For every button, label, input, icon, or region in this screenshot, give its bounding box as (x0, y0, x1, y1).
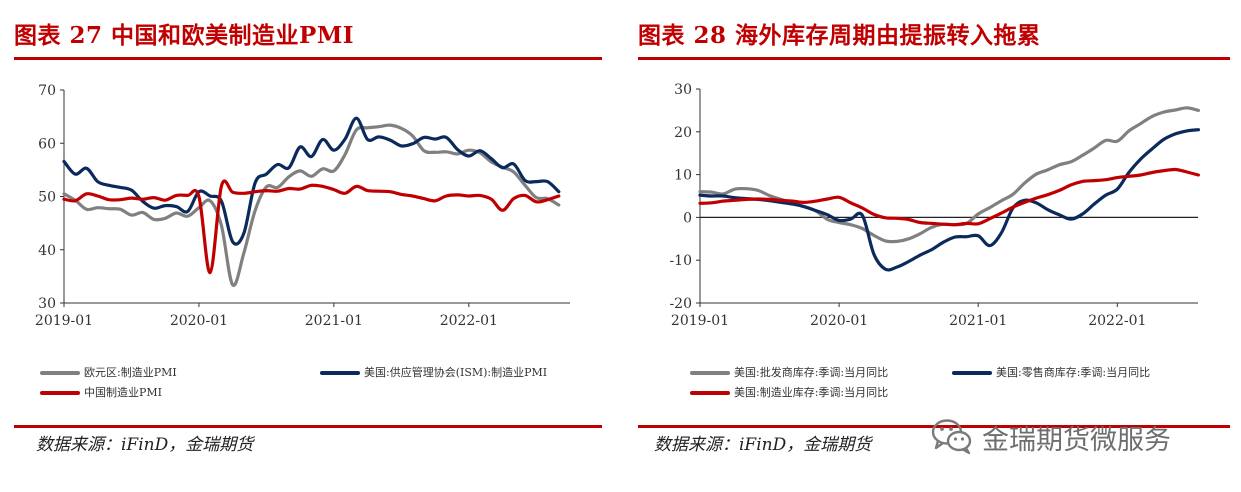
wechat-icon (931, 419, 972, 455)
right-chart-x-tick-label: 2020-01 (810, 313, 868, 329)
left-legend-label-china: 中国制造业PMI (84, 386, 163, 399)
right-chart-x-tick-label: 2021-01 (949, 313, 1007, 329)
right-legend-swatch-retail (952, 371, 992, 375)
right-legend-label-wholesale: 美国:批发商库存:季调:当月同比 (734, 366, 889, 379)
right-chart-series-line-0 (698, 106, 1200, 244)
left-title-rule (14, 57, 602, 60)
left-chart-y-tick-label: 70 (38, 83, 56, 99)
right-chart-x-tick-label: 2022-01 (1088, 313, 1146, 329)
left-chart-x-tick-label: 2020-01 (170, 313, 228, 329)
right-chart-y-tick-label: 20 (674, 125, 692, 141)
left-chart-x-tick-label: 2021-01 (305, 313, 363, 329)
right-chart-y-tick-label: 30 (674, 82, 692, 98)
right-chart-y-tick-label: -10 (669, 253, 692, 269)
left-legend-label-us: 美国:供应管理协会(ISM):制造业PMI (364, 366, 548, 379)
left-legend-label-euro: 欧元区:制造业PMI (84, 366, 177, 379)
left-chart-series-line-1 (62, 116, 561, 246)
left-chart-y-tick-label: 50 (38, 190, 56, 206)
right-legend-label-manufacturing: 美国:制造业库存:季调:当月同比 (734, 386, 889, 399)
left-source-rule (14, 425, 602, 428)
left-chart-y-tick-label: 60 (38, 136, 56, 152)
left-chart-title: 图表 27 中国和欧美制造业PMI (14, 22, 355, 49)
left-source-note: 数据来源：iFinD，金瑞期货 (36, 435, 254, 455)
left-legend-swatch-us (320, 371, 360, 375)
right-source-note: 数据来源：iFinD，金瑞期货 (654, 435, 872, 455)
right-legend-item-manufacturing: 美国:制造业库存:季调:当月同比 (690, 384, 888, 400)
right-chart-y-tick-label: 0 (683, 210, 692, 226)
right-chart-title: 图表 28 海外库存周期由提振转入拖累 (638, 22, 1041, 49)
left-chart-series-line-2 (62, 179, 561, 275)
left-chart-series-line-0 (62, 123, 561, 287)
left-legend-swatch-china (40, 391, 80, 395)
left-chart-y-tick-label: 40 (38, 243, 56, 259)
right-chart-series-line-1 (698, 128, 1200, 272)
left-legend-item-us: 美国:供应管理协会(ISM):制造业PMI (320, 364, 547, 380)
right-chart-series-line-2 (698, 167, 1200, 227)
watermark-text: 金瑞期货微服务 (982, 425, 1171, 456)
left-legend-swatch-euro (40, 371, 80, 375)
right-chart-y-tick-label: -20 (669, 296, 692, 312)
right-chart-y-tick-label: 10 (674, 168, 692, 184)
right-chart-x-tick-label: 2019-01 (671, 313, 729, 329)
right-legend-item-retail: 美国:零售商库存:季调:当月同比 (952, 364, 1150, 380)
right-legend-swatch-wholesale (690, 371, 730, 375)
left-pmi-chart: 30 40 50 60 70 2019-01 2020-01 2021-01 2022-01 (35, 83, 570, 329)
left-chart-y-tick-label: 30 (38, 296, 56, 312)
right-inventory-chart: -20 -10 0 10 20 30 2019-01 2020-01 2021-01 2022-0… (669, 82, 1200, 329)
right-legend-item-wholesale: 美国:批发商库存:季调:当月同比 (690, 364, 888, 380)
left-legend-item-china: 中国制造业PMI (40, 384, 162, 400)
right-legend-label-retail: 美国:零售商库存:季调:当月同比 (996, 366, 1151, 379)
left-legend-item-euro: 欧元区:制造业PMI (40, 364, 177, 380)
right-title-rule (638, 57, 1230, 60)
left-panel: 图表 27 中国和欧美制造业PMI 30 40 50 60 70 2019-01 2020-… (0, 0, 612, 492)
right-legend-swatch-manufacturing (690, 391, 730, 395)
left-chart-x-tick-label: 2019-01 (35, 313, 93, 329)
left-chart-x-tick-label: 2022-01 (440, 313, 498, 329)
